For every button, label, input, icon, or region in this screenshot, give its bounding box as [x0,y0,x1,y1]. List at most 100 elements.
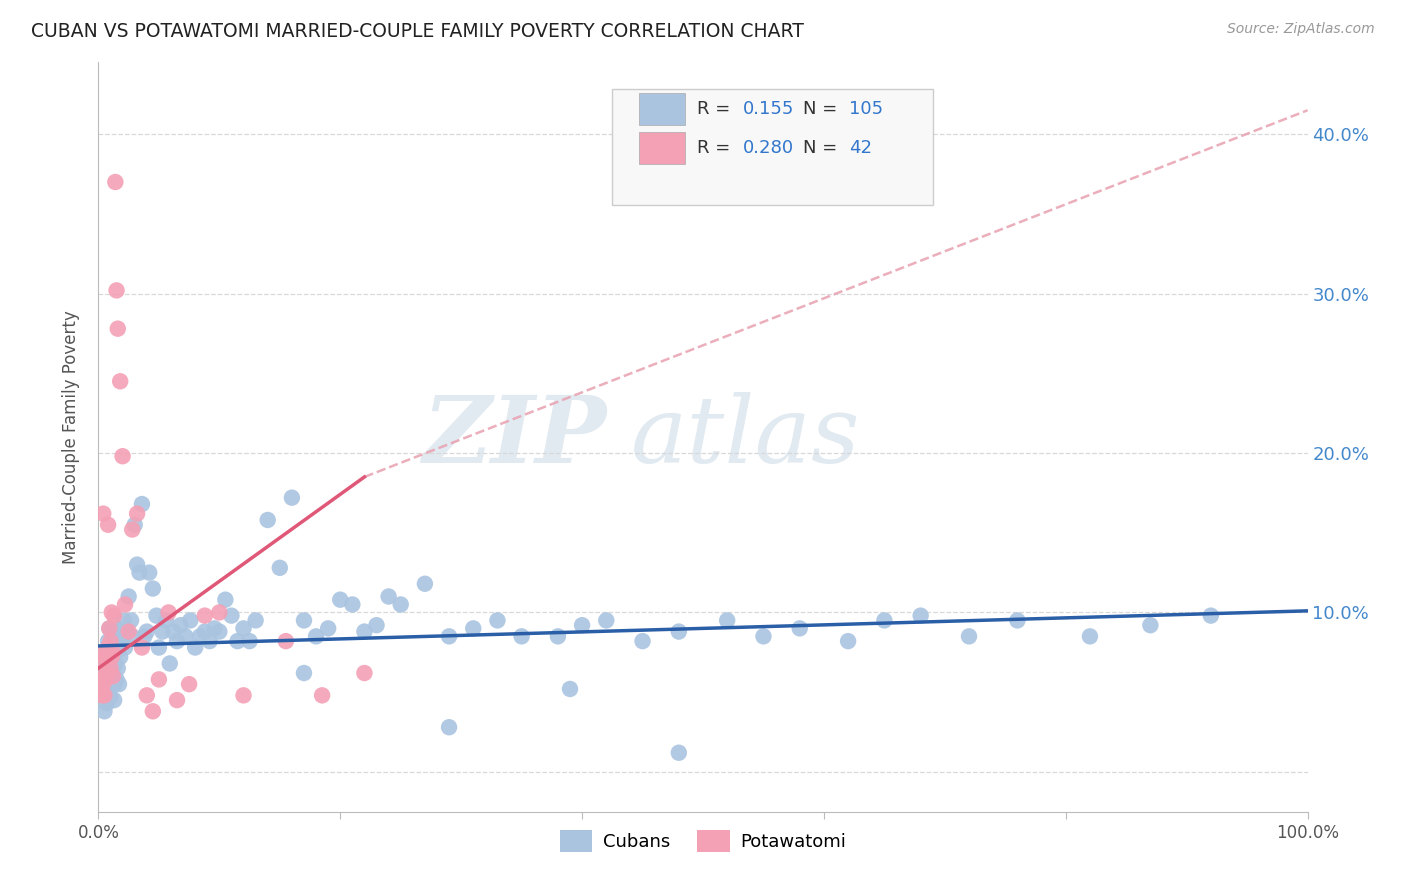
Point [100,624,122,639]
Point [98,621,121,635]
Point [353,666,375,681]
Point [437,629,460,643]
Point [486,614,509,628]
Point [342,598,364,612]
Point [437,720,460,734]
Point [329,592,352,607]
Point [179,677,201,691]
Point [100,650,122,665]
Point [101,640,124,655]
Point [281,491,304,505]
Point [162,624,184,639]
Point [107,661,129,675]
Point [112,614,135,628]
Point [103,677,125,691]
Point [111,449,134,463]
Point [148,640,170,655]
Point [120,614,142,628]
Point [96,666,118,681]
Point [91,661,114,675]
Point [274,634,297,648]
Point [166,634,188,648]
Point [1139,618,1161,632]
Point [311,689,333,703]
Point [910,608,932,623]
Text: N =: N = [803,100,844,118]
Text: R =: R = [697,100,735,118]
Text: Source: ZipAtlas.com: Source: ZipAtlas.com [1227,22,1375,37]
FancyBboxPatch shape [613,88,932,205]
Point [93,689,115,703]
Point [377,590,399,604]
Point [232,621,254,635]
Text: 42: 42 [849,139,872,157]
Text: R =: R = [697,139,735,157]
Point [107,321,129,335]
Point [305,629,328,643]
Point [232,689,254,703]
Point [100,606,122,620]
Point [269,561,291,575]
Point [1199,608,1222,623]
Point [131,497,153,511]
Point [135,689,157,703]
Point [131,640,153,655]
Point [97,634,120,648]
Point [100,661,122,675]
Point [957,629,980,643]
Point [91,507,114,521]
Point [101,669,124,683]
Point [413,576,436,591]
Point [837,634,859,648]
Point [93,645,115,659]
Point [107,621,129,635]
Point [108,374,131,388]
Point [100,634,122,648]
Point [93,704,115,718]
Point [353,624,375,639]
Point [118,624,141,639]
Point [194,608,217,623]
Point [108,650,131,665]
Point [145,608,167,623]
Point [135,624,157,639]
Point [121,523,143,537]
Text: 0.155: 0.155 [742,100,794,118]
Point [121,629,143,643]
Point [94,673,117,687]
Bar [638,132,685,163]
Text: atlas: atlas [630,392,860,482]
Point [91,689,114,703]
Point [463,621,485,635]
Point [114,640,136,655]
Point [752,629,775,643]
Point [91,650,114,665]
Point [97,517,120,532]
Point [194,624,217,639]
Point [595,614,617,628]
Point [204,621,226,635]
Point [256,513,278,527]
Point [169,618,191,632]
Point [571,618,593,632]
Point [292,666,315,681]
Point [148,673,170,687]
Point [208,624,231,639]
Point [221,608,243,623]
Point [558,681,581,696]
Point [93,689,115,703]
Point [157,606,180,620]
Point [179,614,201,628]
Text: 105: 105 [849,100,883,118]
Point [510,629,533,643]
Point [159,657,181,671]
Point [91,673,114,687]
Point [547,629,569,643]
Point [142,582,165,596]
Point [104,175,127,189]
Point [389,598,412,612]
Point [668,746,690,760]
Point [873,614,896,628]
Point [127,507,149,521]
Legend: Cubans, Potawatomi: Cubans, Potawatomi [553,822,853,859]
